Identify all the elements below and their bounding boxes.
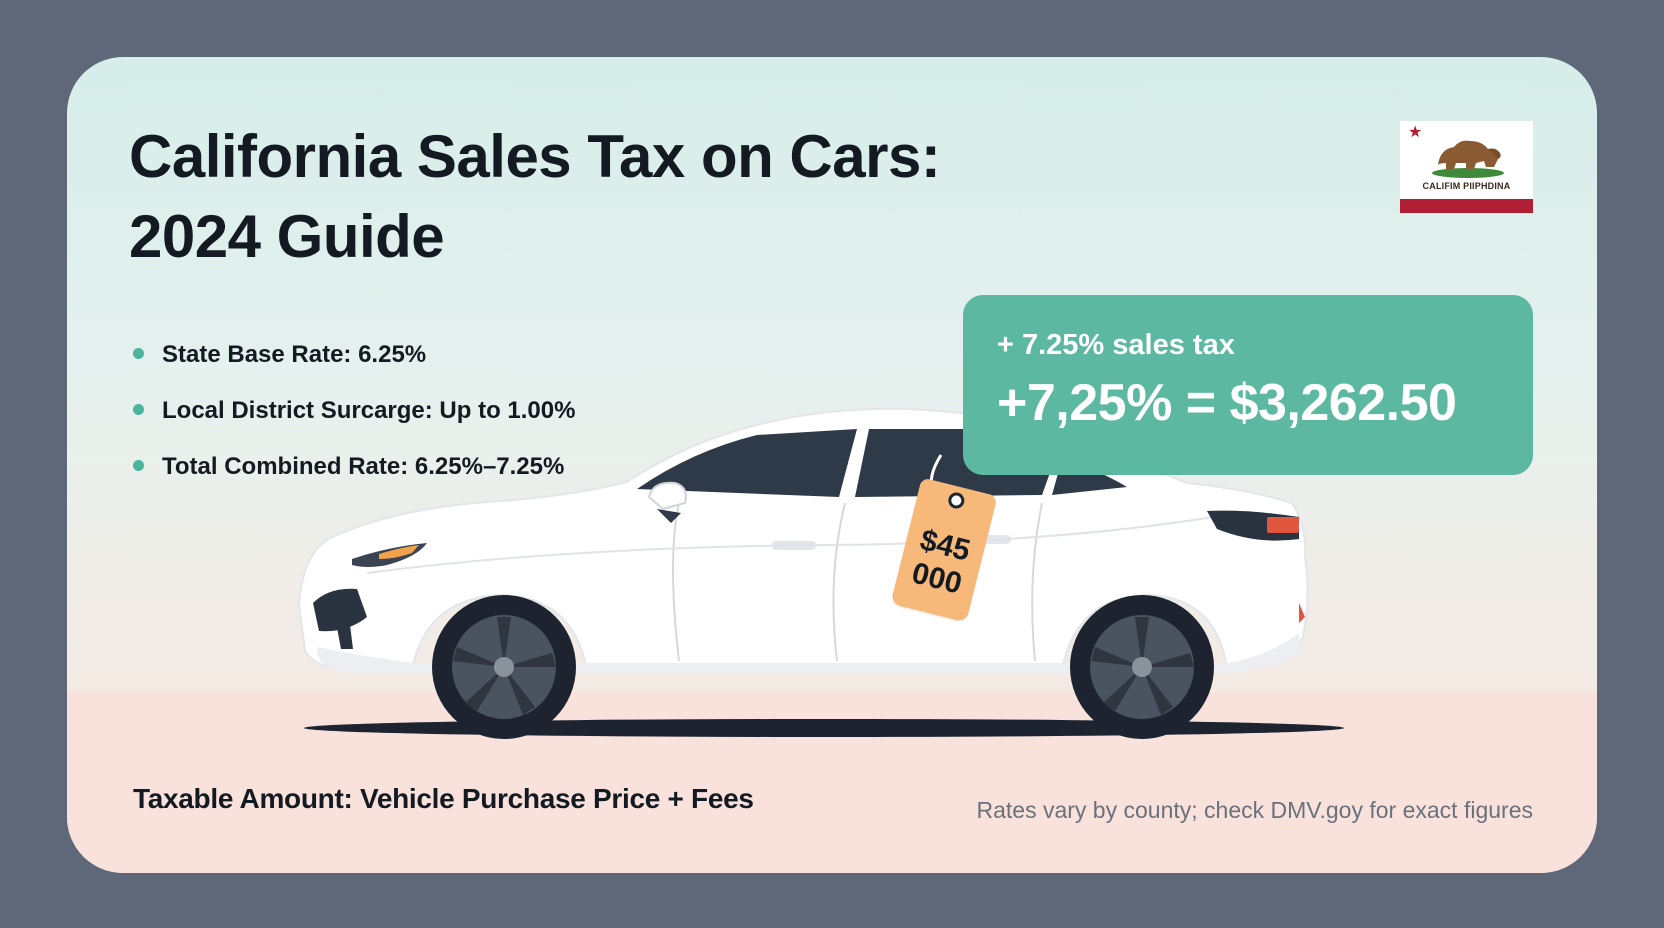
california-flag-icon: ★ CALIFIM PIIPHDINA bbox=[1400, 121, 1533, 213]
rate-label: Total Combined Rate: 6.25%–7.25% bbox=[162, 453, 565, 480]
tag-hole-icon bbox=[946, 490, 967, 511]
list-item: Total Combined Rate: 6.25%–7.25% bbox=[133, 439, 575, 495]
taxable-amount-note: Taxable Amount: Vehicle Purchase Price +… bbox=[133, 783, 754, 814]
star-icon: ★ bbox=[1408, 124, 1423, 141]
tax-callout: + 7.25% sales tax +7,25% = $3,262.50 bbox=[963, 295, 1533, 475]
bullet-dot-icon bbox=[133, 348, 144, 360]
disclaimer-note: Rates vary by county; check DMV.goy for … bbox=[976, 797, 1533, 823]
price-tag-text: $45 000 bbox=[895, 520, 987, 605]
bear-icon bbox=[1432, 140, 1504, 178]
bullet-dot-icon bbox=[133, 404, 144, 416]
title-line-2: 2024 Guide bbox=[129, 203, 445, 270]
list-item: Local District Surcarge: Up to 1.00% bbox=[133, 383, 575, 439]
callout-rate-text: + 7.25% sales tax bbox=[997, 329, 1235, 361]
title-line-1: California Sales Tax on Cars: bbox=[129, 123, 941, 190]
infographic-card: California Sales Tax on Cars: 2024 Guide… bbox=[67, 57, 1597, 873]
flag-text: CALIFIM PIIPHDINA bbox=[1422, 181, 1511, 191]
page-title: California Sales Tax on Cars: 2024 Guide bbox=[129, 117, 941, 277]
list-item: State Base Rate: 6.25% bbox=[133, 327, 575, 383]
bullet-dot-icon bbox=[133, 460, 144, 472]
flag-stripe bbox=[1400, 199, 1533, 213]
rate-label: State Base Rate: 6.25% bbox=[162, 341, 427, 368]
callout-total-text: +7,25% = $3,262.50 bbox=[997, 374, 1457, 432]
rate-label: Local District Surcarge: Up to 1.00% bbox=[162, 397, 576, 424]
rate-list: State Base Rate: 6.25% Local District Su… bbox=[133, 327, 575, 495]
